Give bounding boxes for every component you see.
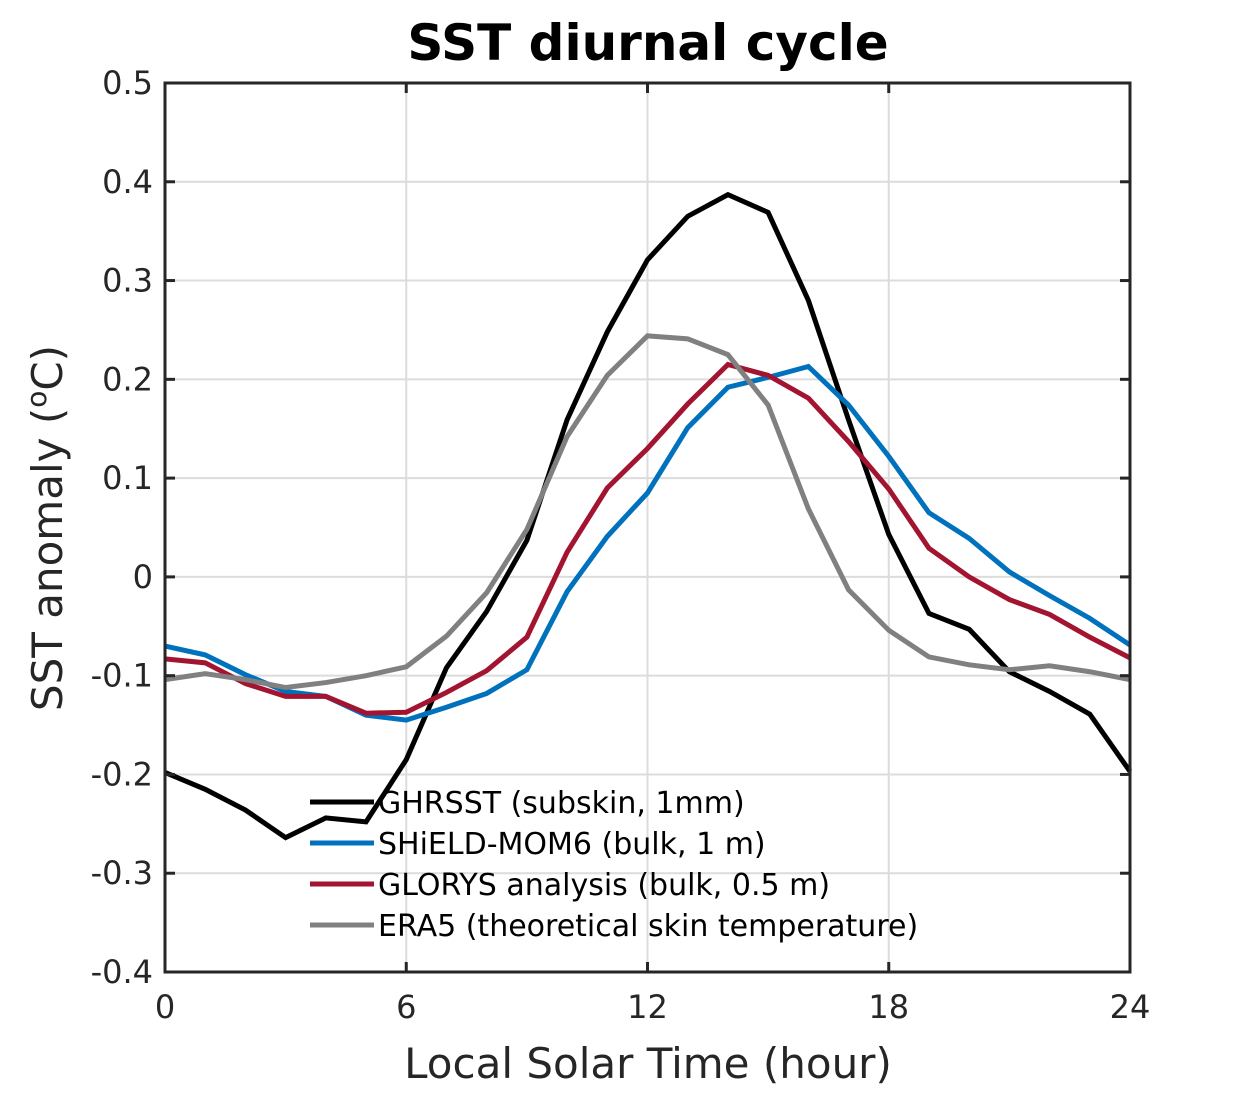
y-tick-label: -0.2 [91, 755, 153, 793]
legend-item: SHiELD-MOM6 (bulk, 1 m) [310, 827, 766, 862]
y-tick-label: 0 [133, 558, 153, 596]
x-tick-label: 12 [627, 988, 668, 1026]
x-tick-label: 24 [1110, 988, 1151, 1026]
legend-label: GHRSST (subskin, 1mm) [378, 786, 745, 821]
y-axis-label-superscript: o [20, 391, 53, 408]
y-tick-label: -0.3 [91, 854, 153, 892]
y-axis-label: SST anomaly (oC) [20, 345, 72, 711]
x-tick-labels: 0 6 12 18 24 [155, 988, 1151, 1026]
y-tick-label: -0.4 [91, 953, 153, 991]
y-tick-label: 0.1 [102, 459, 153, 497]
series-line-3 [164, 361, 1132, 716]
y-tick-label: 0.2 [102, 360, 153, 398]
legend-item: GLORYS analysis (bulk, 0.5 m) [310, 868, 830, 903]
x-tick-label: 18 [868, 988, 909, 1026]
y-tick-label: 0.5 [102, 64, 153, 102]
legend: GHRSST (subskin, 1mm) SHiELD-MOM6 (bulk, … [310, 786, 918, 944]
legend-label: GLORYS analysis (bulk, 0.5 m) [378, 868, 830, 903]
series-line-1 [164, 191, 1133, 841]
series-line-4 [164, 333, 1131, 691]
legend-label: ERA5 (theoretical skin temperature) [378, 909, 918, 944]
x-tick-label: 0 [155, 988, 175, 1026]
y-axis-label-main: SST anomaly ( [23, 408, 72, 711]
y-tick-label: -0.1 [91, 657, 153, 695]
y-axis-label-unit: C) [23, 345, 72, 391]
chart-title: SST diurnal cycle [407, 14, 888, 72]
x-axis-label: Local Solar Time (hour) [404, 1039, 892, 1088]
y-tick-labels: -0.4 -0.3 -0.2 -0.1 0 0.1 0.2 0.3 0.4 0.5 [91, 64, 153, 991]
y-tick-label: 0.4 [102, 163, 153, 201]
legend-label: SHiELD-MOM6 (bulk, 1 m) [378, 827, 766, 862]
legend-item: ERA5 (theoretical skin temperature) [310, 909, 918, 944]
legend-item: GHRSST (subskin, 1mm) [310, 786, 745, 821]
x-tick-label: 6 [396, 988, 416, 1026]
grid [165, 83, 1130, 972]
axis-ticks [163, 81, 1132, 974]
series-lines [164, 191, 1133, 841]
y-tick-label: 0.3 [102, 262, 153, 300]
